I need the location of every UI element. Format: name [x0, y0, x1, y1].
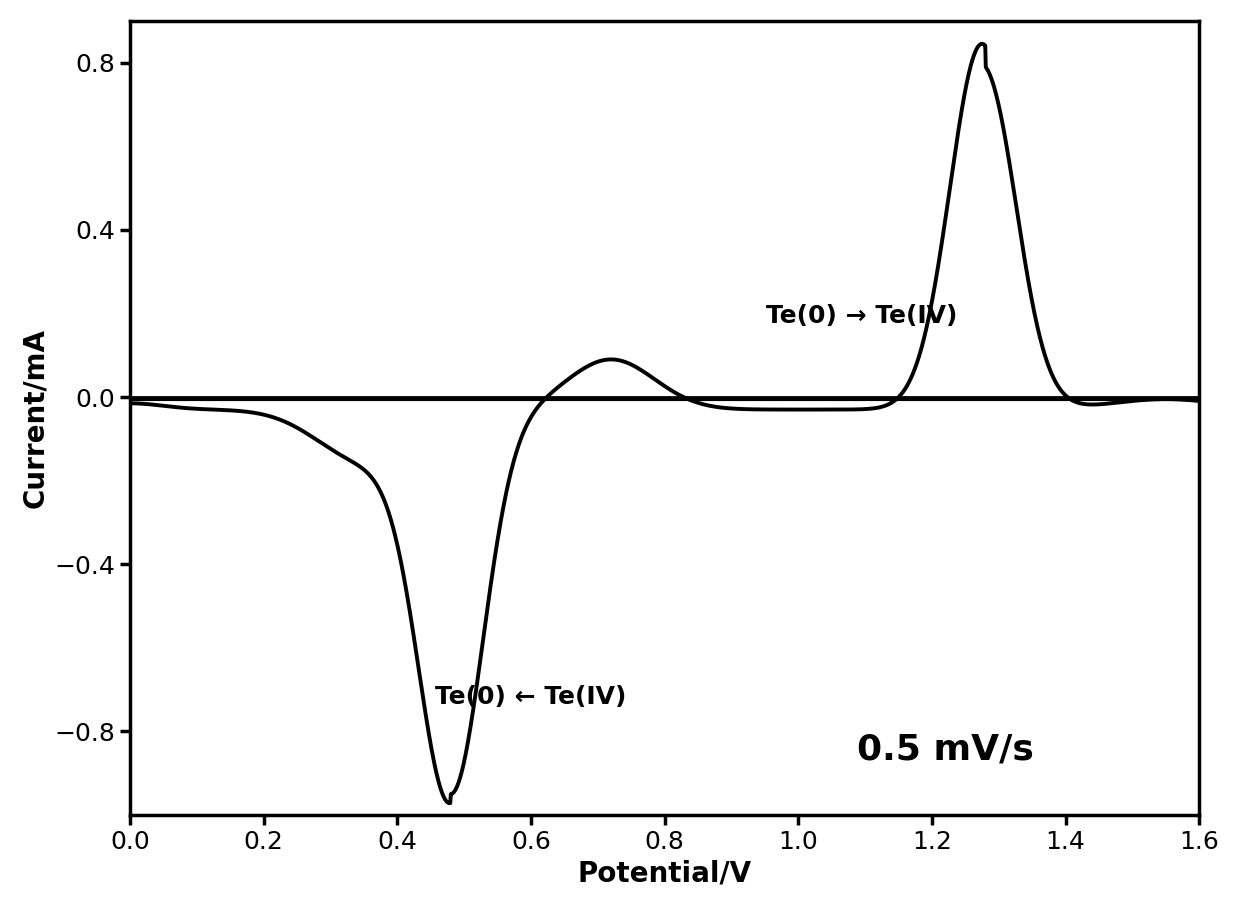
Text: Te(0) ← Te(IV): Te(0) ← Te(IV): [435, 685, 626, 709]
X-axis label: Potential/V: Potential/V: [578, 859, 751, 887]
Text: Te(0) → Te(IV): Te(0) → Te(IV): [766, 303, 957, 328]
Text: 0.5 mV/s: 0.5 mV/s: [857, 733, 1034, 766]
Y-axis label: Current/mA: Current/mA: [21, 328, 48, 508]
